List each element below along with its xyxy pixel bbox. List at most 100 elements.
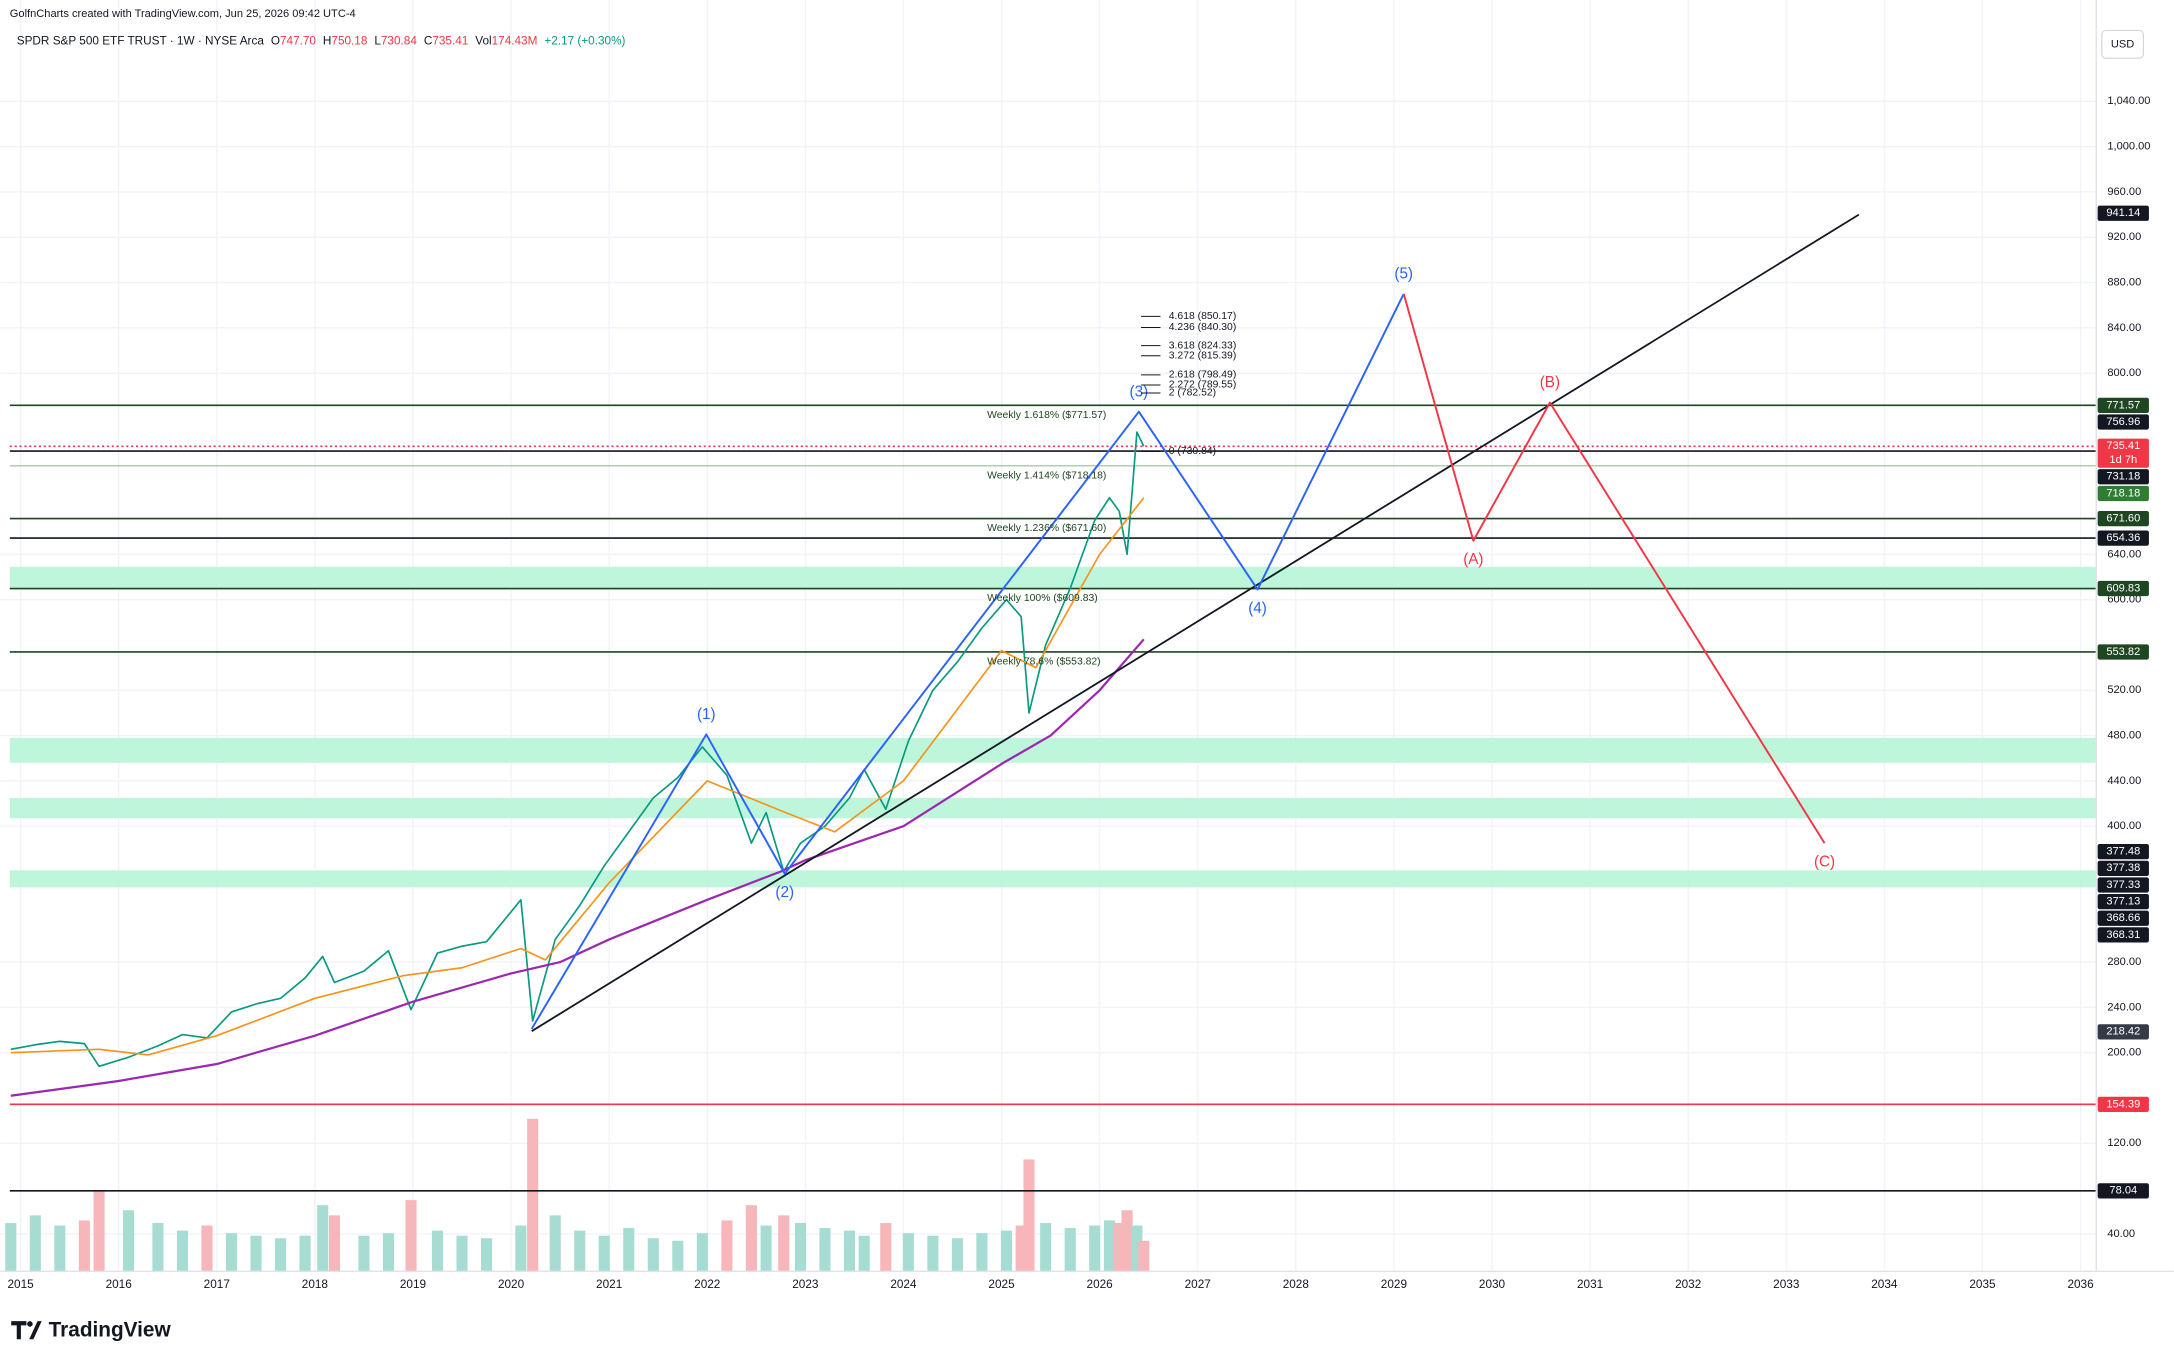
x-tick-label: 2026	[1087, 1278, 1114, 1291]
price-label: 377.33	[2106, 879, 2140, 891]
price-label-box	[2097, 580, 2149, 597]
volume-bar	[598, 1235, 610, 1272]
volume-bar	[1015, 1225, 1027, 1272]
volume-bar	[760, 1225, 772, 1272]
y-tick-label: 1,000.00	[2107, 141, 2150, 153]
volume-bar	[1064, 1228, 1076, 1272]
y-tick-label: 920.00	[2107, 231, 2141, 243]
x-tick-label: 2035	[1969, 1278, 1996, 1291]
volume-bar	[317, 1205, 329, 1272]
weekly-label: Weekly 100% ($609.83)	[987, 593, 1098, 604]
price-label: 654.36	[2106, 532, 2140, 544]
price-label-box	[2097, 205, 2149, 221]
volume-bar	[431, 1230, 444, 1272]
price-label-box	[2097, 510, 2149, 527]
axis-layer: 2015 2016 2017 2018 2019 2020 2021 2022 2023 2024…	[8, 95, 2151, 1291]
volume-bar	[250, 1235, 262, 1272]
quote-key: C	[424, 35, 433, 48]
fib-label: 4.236 (840.30)	[1169, 322, 1237, 333]
x-tick-label: 2016	[106, 1278, 133, 1291]
x-tick-label: 2021	[596, 1278, 622, 1291]
x-tick-label: 2015	[8, 1278, 35, 1291]
weekly-label: Weekly 1.414% ($718.18)	[987, 470, 1106, 481]
volume-bar	[549, 1215, 561, 1272]
weekly-label: Weekly 1.618% ($771.57)	[987, 410, 1106, 421]
y-tick-label: 880.00	[2107, 276, 2141, 288]
support-zone	[9, 797, 2097, 819]
x-tick-label: 2027	[1185, 1278, 1211, 1291]
volume-bar	[1000, 1230, 1012, 1272]
wave-label: (C)	[1814, 854, 1835, 871]
wave-label: (2)	[775, 884, 794, 901]
watermark: TradingView	[49, 1318, 172, 1341]
x-tick-label: 2017	[204, 1278, 230, 1291]
series-line	[1402, 293, 1826, 844]
price-label: 731.18	[2106, 471, 2140, 483]
quote-key: Vol	[475, 35, 491, 48]
price-label-box	[2097, 1024, 2149, 1040]
y-tick-label: 40.00	[2107, 1228, 2135, 1240]
quote-value: 174.43M	[492, 35, 538, 48]
volume-bar	[951, 1238, 963, 1272]
wave-label: (3)	[1130, 383, 1149, 400]
volume-bar	[275, 1238, 287, 1272]
y-tick-label: 960.00	[2107, 186, 2141, 198]
volume-bar	[5, 1222, 17, 1272]
volume-bar	[623, 1228, 635, 1272]
volume-bar	[1023, 1159, 1035, 1272]
volume-bar	[1089, 1225, 1101, 1272]
wave-label: (1)	[697, 706, 716, 723]
wave-label: (5)	[1394, 266, 1413, 283]
quote-key: H	[323, 35, 332, 48]
volume-bar	[902, 1233, 914, 1272]
volume-bar	[794, 1222, 806, 1272]
fib-label: 2.272 (789.55)	[1169, 380, 1237, 391]
quote-value: 730.84	[381, 35, 417, 48]
quote-value: 747.70	[280, 35, 316, 48]
fib-label: 4.618 (850.17)	[1169, 311, 1237, 322]
price-label-box	[2097, 644, 2149, 660]
price-label-box	[2097, 910, 2149, 926]
volume-bar	[122, 1210, 135, 1272]
level-layer	[9, 404, 2097, 1192]
price-label: 756.96	[2106, 416, 2140, 428]
price-label: 218.42	[2106, 1026, 2140, 1038]
series-layer	[10, 213, 1860, 1097]
volume-bar	[1113, 1222, 1125, 1272]
price-label-box	[2097, 469, 2149, 485]
series-line	[10, 497, 1145, 1056]
x-tick-label: 2022	[694, 1278, 720, 1291]
volume-bar	[672, 1240, 684, 1272]
currency-box[interactable]	[2101, 29, 2144, 59]
x-tick-label: 2033	[1773, 1278, 1800, 1291]
volume-bar	[927, 1235, 939, 1272]
volume-bar	[858, 1235, 870, 1272]
volume-bar	[527, 1118, 539, 1272]
y-tick-label: 440.00	[2107, 775, 2141, 787]
currency[interactable]: USD	[2111, 38, 2134, 50]
price-label: 671.60	[2106, 512, 2140, 524]
volume-bar	[405, 1200, 417, 1272]
price-label: 941.14	[2106, 207, 2140, 219]
volume-bar	[574, 1230, 586, 1272]
y-tick-label: 840.00	[2107, 322, 2141, 334]
series-line	[10, 431, 1145, 1068]
volume-bar	[745, 1205, 757, 1272]
volume-bar	[880, 1222, 892, 1272]
volume-bar	[696, 1233, 708, 1272]
price-label-box	[2097, 844, 2149, 860]
price-label-box	[2097, 485, 2149, 502]
y-tick-label: 520.00	[2107, 684, 2141, 696]
price-label: 718.18	[2106, 487, 2140, 499]
volume-bar	[456, 1235, 468, 1272]
weekly-label: Weekly 1.236% ($671.60)	[987, 523, 1106, 534]
annotation-layer: (1) (2) (3) (4) (5) (A) (B) (C) 4.618 (850.17)4.…	[697, 266, 1835, 902]
volume-bar	[299, 1235, 311, 1272]
price-label-box	[2097, 397, 2149, 413]
wave-label: (4)	[1248, 600, 1267, 617]
price-label: 735.41	[2106, 440, 2140, 452]
volume-layer	[5, 1118, 1150, 1272]
x-tick-label: 2020	[498, 1278, 525, 1291]
quote-key: L	[374, 35, 381, 48]
